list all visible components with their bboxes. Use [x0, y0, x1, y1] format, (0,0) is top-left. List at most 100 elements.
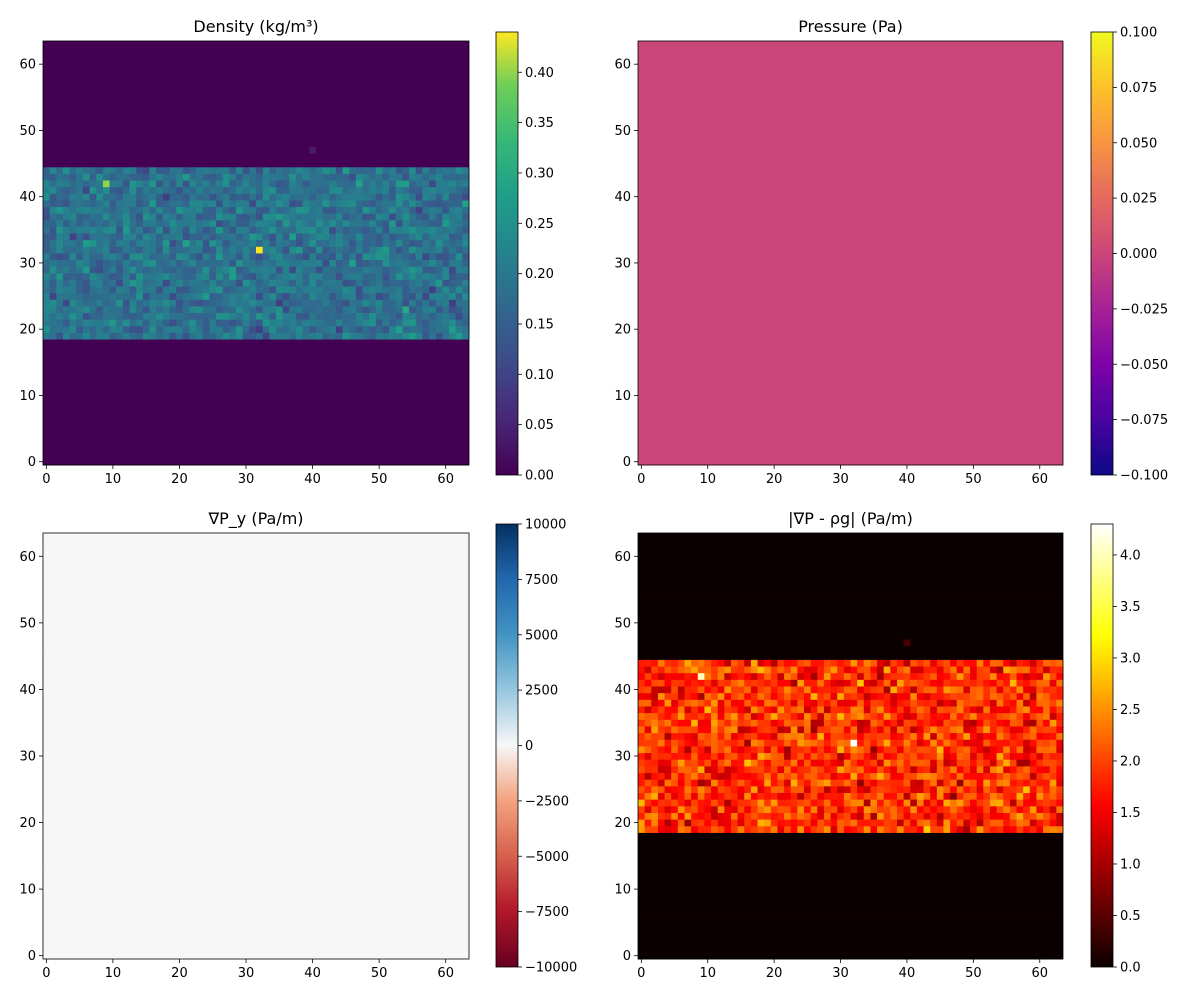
heatmap-cell [737, 825, 745, 833]
heatmap-cell [923, 666, 931, 674]
colorbar [1090, 31, 1114, 476]
heatmap-cell [375, 226, 383, 234]
heatmap-cell [136, 306, 144, 314]
heatmap-cell [936, 812, 944, 820]
heatmap-row [638, 879, 1063, 887]
heatmap-cell [638, 726, 646, 734]
heatmap-cell [976, 779, 984, 787]
heatmap-cell [804, 659, 812, 667]
heatmap-cell [455, 319, 463, 327]
heatmap-cell [850, 799, 858, 807]
heatmap-cell [196, 166, 204, 174]
heatmap-cell [976, 812, 984, 820]
y-tick-label: 60 [19, 58, 36, 73]
heatmap-cell [936, 672, 944, 680]
heatmap-cell [923, 759, 931, 767]
heatmap-cell [429, 186, 437, 194]
heatmap-cell [711, 819, 719, 827]
heatmap-cell [422, 233, 430, 241]
heatmap-cell [196, 253, 204, 261]
heatmap-cell [857, 825, 865, 833]
heatmap-cell [116, 206, 124, 214]
heatmap-cell [638, 672, 646, 680]
heatmap-cell [989, 719, 997, 727]
heatmap-cell [56, 219, 64, 227]
heatmap-cell [442, 312, 450, 320]
heatmap-cell [322, 312, 330, 320]
heatmap-cell [402, 292, 410, 300]
heatmap-cell [857, 812, 865, 820]
heatmap-row [43, 133, 469, 141]
panel-title: ∇P_y (Pa/m) [207, 509, 303, 529]
heatmap-cell [402, 206, 410, 214]
heatmap-cell [777, 805, 785, 813]
heatmap-cell [1036, 759, 1044, 767]
heatmap-cell [883, 719, 891, 727]
heatmap-cell [983, 765, 991, 774]
heatmap-cell [375, 233, 383, 241]
heatmap-row [43, 100, 469, 108]
heatmap-cell [797, 799, 805, 807]
heatmap-cell [744, 686, 752, 694]
heatmap-row [43, 872, 469, 880]
heatmap-cell [455, 332, 463, 340]
heatmap-cell [950, 739, 958, 747]
heatmap-cell [329, 166, 337, 174]
heatmap-cell [395, 239, 403, 247]
heatmap-cell [1049, 759, 1057, 767]
heatmap-cell [62, 226, 71, 234]
heatmap-cell [442, 206, 450, 214]
heatmap-cell [930, 706, 938, 714]
heatmap-cell [462, 206, 470, 214]
heatmap-cell [923, 726, 931, 734]
heatmap-cell [322, 206, 330, 214]
heatmap-cell [182, 286, 190, 294]
heatmap-cell [717, 805, 725, 813]
heatmap-cell [315, 166, 323, 174]
heatmap-cell [302, 279, 310, 287]
heatmap-cell [730, 672, 739, 680]
heatmap-cell [189, 253, 197, 261]
heatmap-cell [375, 312, 383, 320]
heatmap-cell [362, 206, 370, 214]
heatmap-cell [262, 246, 270, 254]
x-tick-label: 10 [699, 966, 716, 981]
heatmap-cell [209, 306, 217, 314]
heatmap-cell [757, 686, 765, 694]
heatmap-cell [429, 272, 437, 280]
heatmap-cell [122, 332, 130, 340]
heatmap-cell [382, 200, 390, 208]
heatmap-cell [970, 706, 978, 714]
heatmap-cell [129, 206, 137, 214]
heatmap-cell [136, 193, 144, 201]
heatmap-cell [896, 759, 905, 767]
heatmap-cell [870, 712, 878, 720]
colorbar-tick-label: 0.40 [525, 66, 554, 81]
heatmap-cell [455, 253, 463, 261]
heatmap-cell [1016, 765, 1024, 774]
heatmap-cell [657, 765, 665, 774]
heatmap-cell [651, 759, 659, 767]
heatmap-cell [395, 226, 403, 234]
heatmap-cell [116, 213, 124, 221]
colorbar-tick-label: 0.35 [525, 116, 554, 131]
heatmap-cell [823, 666, 831, 674]
heatmap-cell [843, 659, 851, 667]
heatmap-cell [963, 746, 971, 754]
heatmap-cell [1049, 719, 1057, 727]
heatmap-cell [890, 712, 898, 720]
heatmap-cell [830, 726, 838, 734]
heatmap-cell [129, 286, 137, 294]
heatmap-cell [737, 799, 745, 807]
heatmap-cell [750, 672, 758, 680]
heatmap-cell [49, 266, 57, 274]
heatmap-cell [930, 719, 938, 727]
heatmap-row [43, 699, 469, 707]
heatmap-cell [830, 812, 838, 820]
heatmap-row [638, 259, 1063, 267]
heatmap-cell [870, 692, 878, 700]
heatmap-cell [684, 672, 692, 680]
heatmap-cell [462, 325, 470, 333]
heatmap-cell [870, 726, 878, 734]
heatmap-cell [704, 779, 712, 787]
